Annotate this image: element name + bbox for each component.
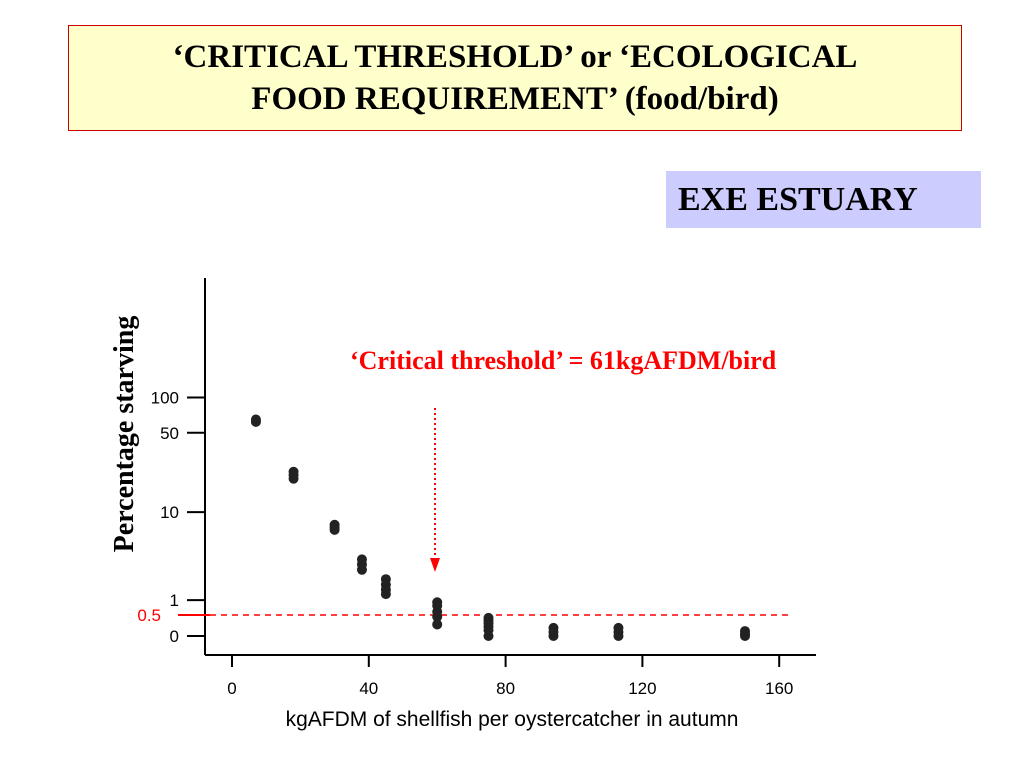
data-point: [548, 631, 559, 641]
x-tick-label: 160: [765, 679, 793, 698]
data-point: [740, 631, 750, 641]
y-tick-label: 10: [160, 503, 179, 522]
data-point: [432, 611, 443, 622]
data-point: [613, 631, 624, 641]
y-tick-label: 0: [170, 627, 179, 646]
x-tick-label: 40: [359, 679, 378, 698]
x-tick-label: 80: [496, 679, 515, 698]
region-label: EXE ESTUARY: [666, 171, 981, 228]
slide-title-line-1: ‘CRITICAL THRESHOLD’ or ‘ECOLOGICAL: [172, 39, 858, 75]
region-label-text: EXE ESTUARY: [678, 180, 918, 218]
chart-axes: 0 1 10 50 100 0 40 80 120 160: [151, 278, 816, 698]
data-point: [356, 564, 367, 575]
x-axis-label: kgAFDM of shellfish per oystercatcher in…: [286, 708, 739, 731]
reference-lines: 0.5: [137, 408, 790, 625]
data-points: [250, 414, 750, 641]
slide-title: ‘CRITICAL THRESHOLD’ or ‘ECOLOGICAL FOOD…: [68, 25, 962, 131]
x-tick-label: 0: [227, 679, 236, 698]
critical-threshold-arrow-head: [430, 558, 440, 572]
critical-threshold-annotation: ‘Critical threshold’ = 61kgAFDM/bird: [350, 346, 777, 375]
y-tick-label: 1: [170, 591, 179, 610]
y-tick-label: 50: [160, 424, 179, 443]
y-axis-label: Percentage starving: [109, 316, 140, 553]
x-tick-label: 120: [628, 679, 656, 698]
data-point: [380, 589, 391, 600]
data-point: [250, 416, 261, 427]
data-point: [483, 631, 494, 641]
data-point: [288, 473, 299, 484]
data-point: [329, 524, 340, 535]
slide-title-line-2: FOOD REQUIREMENT’ (food/bird): [251, 81, 779, 117]
y-tick-label: 100: [151, 388, 179, 407]
threshold-label: 0.5: [137, 606, 161, 625]
data-point: [432, 619, 443, 630]
